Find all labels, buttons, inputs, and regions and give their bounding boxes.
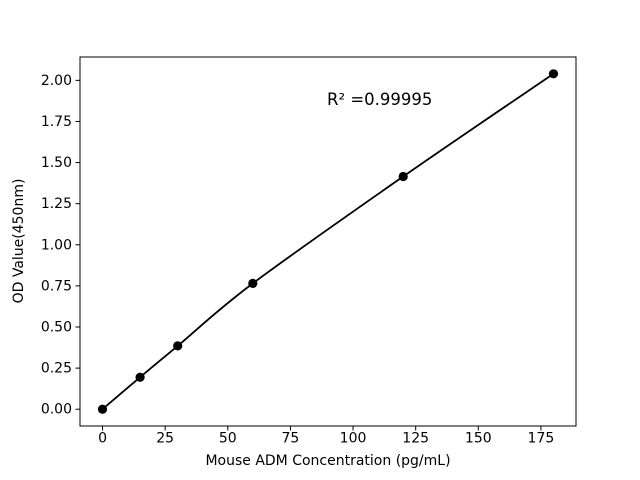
- y-tick-label: 1.50: [41, 155, 72, 171]
- data-point-marker: [135, 372, 145, 382]
- data-point-marker: [548, 69, 559, 79]
- y-tick-label: 0.75: [41, 278, 72, 294]
- y-tick-label: 0.25: [41, 361, 72, 377]
- plot-frame: [79, 56, 577, 427]
- y-tick-label: 1.75: [41, 114, 72, 130]
- fit-line: [101, 72, 555, 411]
- x-tick-label: 75: [282, 431, 300, 447]
- y-tick-label: 2.00: [41, 73, 72, 89]
- y-tick-label: 0.50: [41, 320, 72, 336]
- x-tick-label: 100: [340, 431, 367, 447]
- y-tick-label: 1.25: [41, 196, 72, 212]
- x-axis-label: Mouse ADM Concentration (pg/mL): [205, 453, 450, 469]
- y-tick-label: 0.00: [41, 402, 72, 418]
- x-tick-label: 50: [219, 431, 237, 447]
- x-tick-label: 0: [98, 431, 107, 447]
- x-tick-label: 25: [156, 431, 174, 447]
- data-point-marker: [173, 341, 183, 351]
- y-axis-label: OD Value(450nm): [11, 179, 27, 304]
- x-tick-label: 175: [528, 431, 555, 447]
- data-point-marker: [97, 404, 108, 414]
- plot-elements: 0 25 50 75 100 125 150 175 0.00 0.25 0.50 0.75 1.00 1…: [41, 56, 577, 447]
- data-point-marker: [398, 171, 408, 182]
- y-tick-label: 1.00: [41, 237, 72, 253]
- data-point-marker: [248, 278, 258, 288]
- x-tick-label: 125: [402, 431, 429, 447]
- r-squared-annotation: R² =0.99995: [327, 90, 432, 109]
- x-tick-label: 150: [465, 431, 492, 447]
